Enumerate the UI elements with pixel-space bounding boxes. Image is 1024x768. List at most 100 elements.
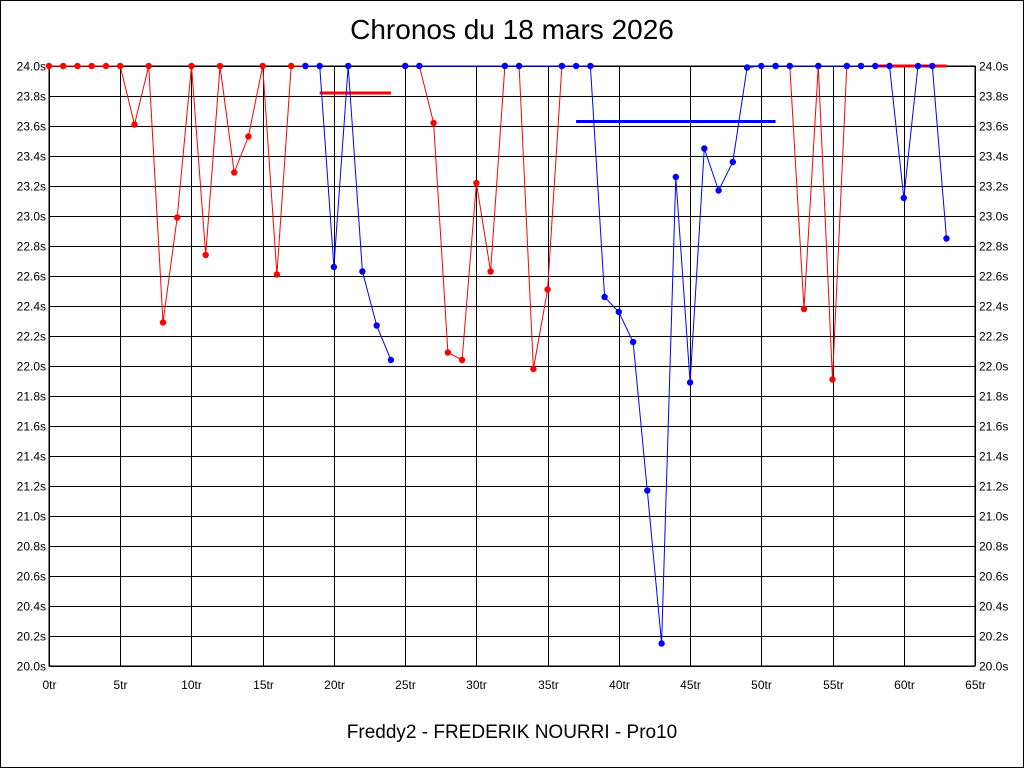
data-point [444, 349, 452, 356]
y-tick-label-right: 20.0s [979, 660, 1008, 674]
y-tick-label-left: 20.0s [17, 660, 46, 674]
y-tick-label-right: 21.4s [979, 450, 1008, 464]
data-point [288, 62, 295, 70]
x-tick-label: 15tr [253, 678, 274, 692]
y-tick-label-right: 23.6s [979, 120, 1008, 134]
y-tick-label-left: 20.6s [17, 570, 46, 584]
x-tick-label: 10tr [181, 678, 202, 692]
data-point [373, 322, 380, 329]
data-point [530, 365, 537, 373]
data-point [758, 62, 765, 70]
y-tick-label-left: 21.8s [17, 390, 46, 404]
y-tick-label-left: 21.6s [17, 420, 46, 434]
x-tick-label: 60tr [894, 678, 915, 692]
data-point [430, 119, 437, 127]
data-point [572, 62, 580, 70]
y-tick-label-left: 24.0s [17, 60, 46, 74]
y-tick-label-right: 20.4s [979, 600, 1008, 614]
y-tick-label-left: 23.4s [17, 150, 46, 164]
data-point [815, 62, 822, 70]
y-tick-label-left: 21.2s [17, 480, 46, 494]
y-tick-label-right: 20.2s [979, 630, 1008, 644]
y-tick-label-left: 23.6s [17, 120, 46, 134]
data-point [60, 62, 67, 70]
data-point [273, 271, 281, 278]
data-point [800, 305, 808, 313]
data-point [900, 194, 907, 202]
x-tick-label: 45tr [680, 678, 701, 692]
series-line-4 [405, 65, 776, 644]
y-tick-label-right: 21.6s [979, 420, 1008, 434]
data-point [330, 263, 338, 271]
data-point [102, 62, 110, 70]
y-tick-label-right: 22.2s [979, 330, 1008, 344]
data-point [88, 62, 95, 70]
data-point [387, 356, 395, 364]
data-point [686, 379, 694, 386]
x-tick-label: 40tr [609, 678, 630, 692]
data-point [216, 62, 224, 70]
x-tick-label: 50tr [751, 678, 772, 692]
data-point [302, 62, 309, 70]
data-point [857, 62, 865, 70]
y-tick-label-left: 23.2s [17, 180, 46, 194]
data-point [772, 62, 779, 70]
data-point [672, 173, 679, 181]
x-tick-label: 20tr [324, 678, 345, 692]
data-point [701, 145, 708, 152]
data-point [202, 251, 209, 259]
y-tick-label-left: 22.8s [17, 240, 46, 254]
x-tick-label: 25tr [395, 678, 416, 692]
data-point [715, 187, 722, 194]
data-point [458, 356, 466, 364]
data-point [45, 62, 53, 70]
data-point [544, 286, 551, 293]
data-point [943, 235, 950, 242]
y-tick-label-left: 21.4s [17, 450, 46, 464]
y-tick-label-left: 21.0s [17, 510, 46, 524]
data-point [829, 376, 836, 383]
y-tick-label-right: 22.4s [979, 300, 1008, 314]
chart-title: Chronos du 18 mars 2026 [350, 14, 674, 45]
data-point [245, 133, 252, 140]
data-point [174, 214, 181, 221]
series-line-3 [405, 65, 563, 370]
data-point [743, 64, 751, 71]
y-tick-label-right: 21.2s [979, 480, 1008, 494]
data-point [629, 338, 637, 346]
y-tick-label-left: 22.2s [17, 330, 46, 344]
y-tick-label-right: 22.8s [979, 240, 1008, 254]
y-tick-label-left: 22.6s [17, 270, 46, 284]
y-tick-label-left: 22.0s [17, 360, 46, 374]
y-tick-label-left: 22.4s [17, 300, 46, 314]
y-tick-label-right: 20.8s [979, 540, 1008, 554]
data-point [558, 62, 566, 70]
y-tick-label-right: 23.8s [979, 90, 1008, 104]
data-point [843, 62, 850, 70]
y-tick-label-left: 20.8s [17, 540, 46, 554]
y-tick-label-right: 22.6s [979, 270, 1008, 284]
y-tick-label-right: 22.0s [979, 360, 1008, 374]
data-point [515, 62, 523, 70]
y-tick-label-right: 23.2s [979, 180, 1008, 194]
data-point [872, 62, 879, 70]
data-point [416, 62, 423, 70]
data-point [259, 62, 266, 70]
data-point [786, 62, 793, 70]
data-point [601, 293, 608, 301]
data-point [473, 179, 480, 187]
data-point [145, 62, 152, 70]
y-tick-label-left: 23.0s [17, 210, 46, 224]
data-point [501, 62, 509, 70]
data-point [231, 169, 238, 176]
data-point [74, 62, 81, 70]
data-point [587, 62, 594, 70]
x-tick-label: 0tr [42, 678, 56, 692]
data-point [345, 62, 352, 70]
y-tick-label-right: 21.8s [979, 390, 1008, 404]
x-tick-label: 65tr [965, 678, 986, 692]
data-point [159, 319, 167, 326]
y-tick-label-right: 21.0s [979, 510, 1008, 524]
data-point [487, 268, 494, 275]
